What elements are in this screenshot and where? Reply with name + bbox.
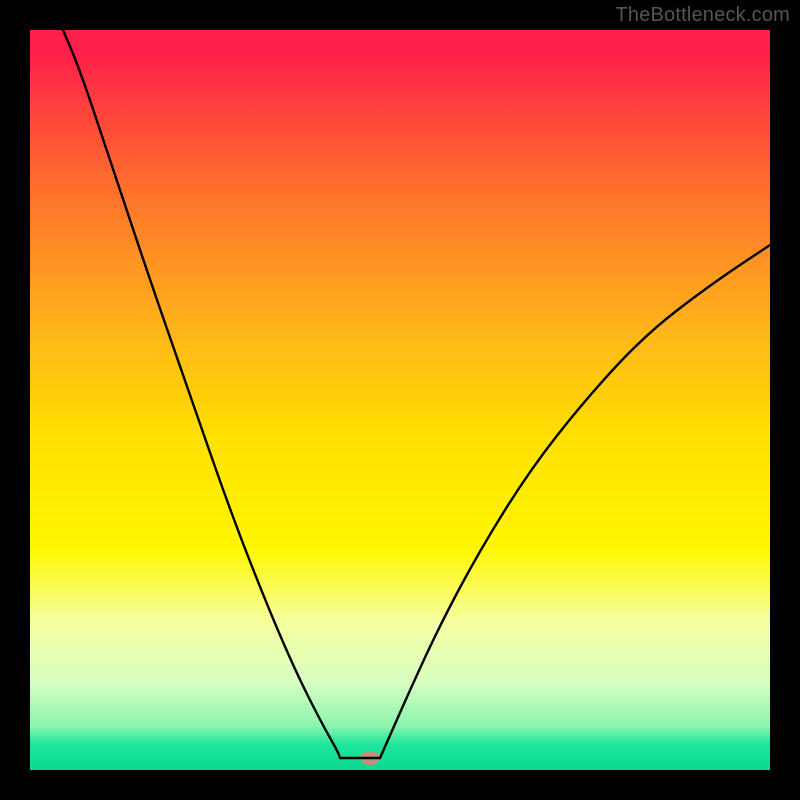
chart-svg — [0, 0, 800, 800]
chart-canvas: TheBottleneck.com — [0, 0, 800, 800]
plot-background — [30, 30, 770, 770]
watermark: TheBottleneck.com — [615, 4, 790, 27]
